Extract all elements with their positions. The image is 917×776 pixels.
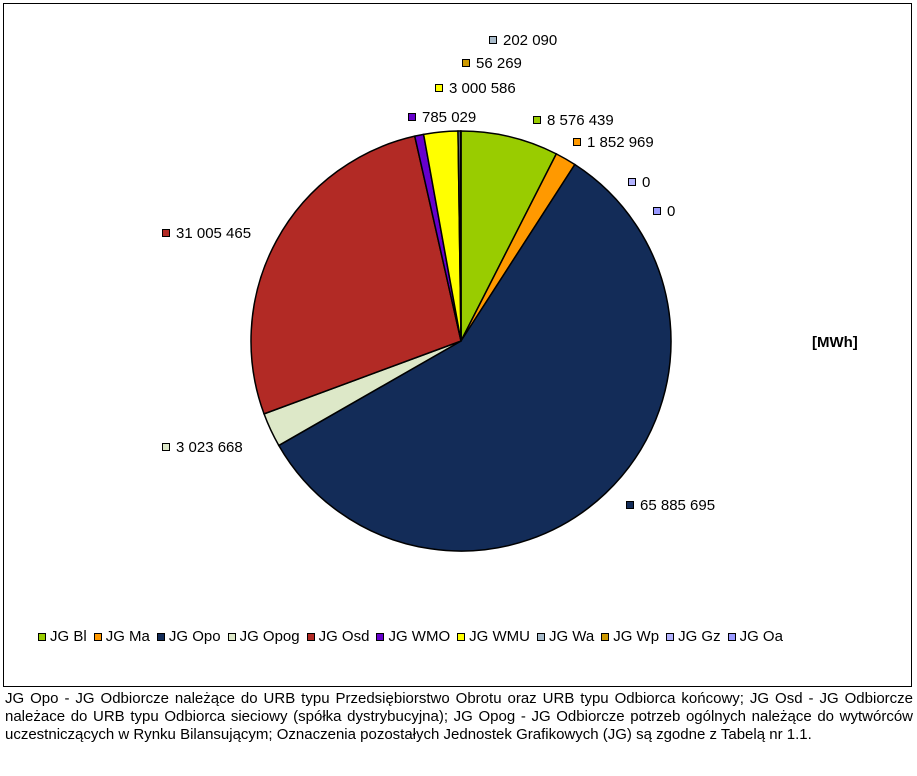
pie-slice-jg-bl [460,130,558,342]
data-label-swatch [462,59,470,67]
legend-item: JG Opo [156,628,221,645]
legend-swatch [376,632,385,641]
legend-item: JG Osd [306,628,370,645]
data-label: 0 [667,203,675,220]
data-label: 65 885 695 [640,497,715,514]
data-label: 1 852 969 [587,134,654,151]
legend-label: JG Osd [318,628,370,645]
legend-label: JG WMO [388,628,451,645]
legend-item: JG Opog [227,628,300,645]
pie-slice-jg-opo [277,163,672,552]
legend-swatch [727,632,736,641]
data-label: 8 576 439 [547,112,614,129]
data-label-swatch [653,207,661,215]
legend-swatch [601,632,610,641]
legend: JG Bl JG Ma JG Opo JG Opog JG Osd JG WMO JG WM… [38,628,790,645]
legend-label: JG Wa [548,628,595,645]
legend-swatch [306,632,315,641]
data-label-swatch [533,116,541,124]
legend-item: JG Oa [727,628,783,645]
data-label: 31 005 465 [176,225,251,242]
unit-label: [MWh] [812,334,858,351]
legend-swatch [227,632,236,641]
legend-swatch [666,632,675,641]
legend-swatch [156,632,165,641]
legend-label: JG WMU [469,628,530,645]
legend-label: JG Oa [739,628,783,645]
chart-frame: 8 576 439 1 852 969 65 885 695 3 023 668 31 … [3,3,912,687]
data-label-swatch [573,138,581,146]
data-label-swatch [162,443,170,451]
legend-item: JG Ma [93,628,150,645]
legend-label: JG Opo [168,628,221,645]
legend-label: JG Opog [239,628,300,645]
legend-swatch [457,632,466,641]
data-label-swatch [628,178,636,186]
legend-label: JG Wp [613,628,660,645]
pie-slice-jg-osd [250,135,462,415]
legend-item: JG Wa [536,628,595,645]
data-label-swatch [489,36,497,44]
data-label: 202 090 [503,32,557,49]
data-label: 56 269 [476,55,522,72]
data-label-swatch [626,501,634,509]
pie-slice-jg-wp [459,130,462,342]
legend-item: JG Bl [38,628,87,645]
data-label: 3 000 586 [449,80,516,97]
legend-item: JG Wp [601,628,659,645]
pie-chart: 8 576 439 1 852 969 65 885 695 3 023 668 31 … [162,32,858,552]
legend-label: JG Ma [105,628,150,645]
data-label-swatch [162,229,170,237]
legend-swatch [536,632,545,641]
data-label-swatch [408,113,416,121]
legend-label: JG Bl [50,628,87,645]
legend-item: JG Gz [666,628,721,645]
data-label: 3 023 668 [176,439,243,456]
legend-item: JG WMU [457,628,530,645]
data-label: 0 [642,174,650,191]
legend-label: JG Gz [678,628,721,645]
legend-item: JG WMO [376,628,450,645]
legend-swatch [38,632,46,641]
footnote: JG Opo - JG Odbiorcze należące do URB ty… [5,690,913,743]
data-label-swatch [435,84,443,92]
legend-swatch [93,632,102,641]
data-label: 785 029 [422,109,476,126]
